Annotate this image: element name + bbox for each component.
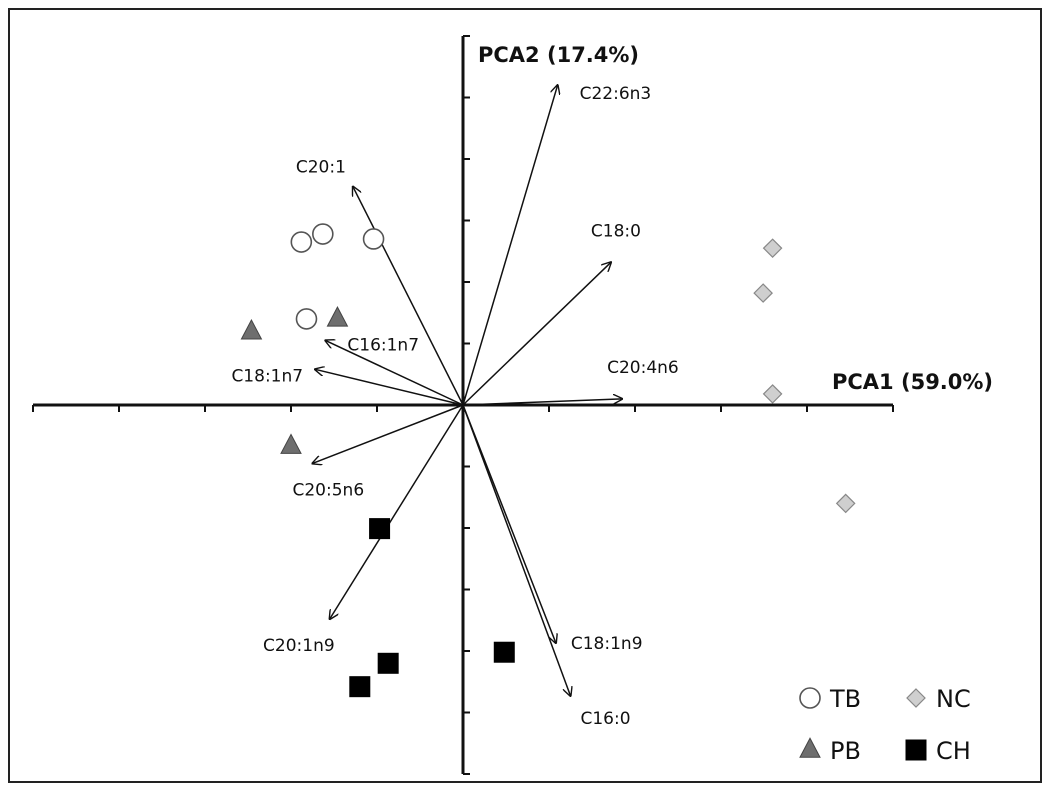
point-ch	[377, 652, 399, 674]
point-tb	[290, 231, 313, 253]
point-ch	[493, 641, 515, 663]
vector-arrow	[313, 404, 464, 463]
legend-label: CH	[936, 737, 971, 765]
legend-marker-ch	[905, 739, 927, 761]
legend-item-pb: PB	[799, 737, 861, 765]
vector-label: C18:1n7	[231, 366, 303, 386]
loading-vectors: C22:6n3 C20:1 C18:0 C16:1n7 C18:1n7 C20:4n6 C2…	[231, 84, 679, 729]
vector-label: C16:0	[581, 709, 631, 729]
vector-arrow	[353, 187, 464, 406]
legend-item-ch: CH	[905, 737, 971, 765]
vector-arrow	[462, 399, 622, 406]
point-nc	[835, 493, 856, 514]
vector-label: C20:5n6	[293, 480, 365, 500]
point-nc	[753, 283, 773, 303]
vector-c22-6n3: C22:6n3	[462, 84, 652, 406]
point-nc	[762, 238, 783, 259]
vector-arrow	[325, 340, 464, 406]
vector-c18-1n9: C18:1n9	[462, 404, 643, 654]
vector-arrow	[462, 262, 611, 406]
point-tb	[362, 228, 385, 250]
point-pb	[280, 433, 302, 454]
vector-label: C18:0	[591, 221, 641, 241]
score-points	[240, 223, 856, 698]
vector-c16-0: C16:0	[462, 404, 631, 729]
vector-arrow	[462, 404, 571, 696]
legend-label: TB	[829, 685, 861, 713]
vector-c20-1n9: C20:1n9	[263, 404, 464, 656]
legend-item-nc: NC	[906, 685, 971, 713]
y-axis-ticks	[463, 35, 470, 775]
vector-c20-4n6: C20:4n6	[462, 358, 679, 406]
axes-layer: PCA1 (59.0%) PCA2 (17.4%)	[32, 35, 993, 775]
point-tb	[312, 223, 334, 245]
vector-label: C16:1n7	[347, 335, 419, 355]
series-tb	[290, 223, 385, 330]
vector-label: C18:1n9	[571, 634, 643, 654]
vector-c18-1n7: C18:1n7	[231, 366, 464, 406]
point-pb	[240, 318, 263, 340]
point-ch	[349, 676, 371, 698]
vector-arrow	[330, 404, 464, 619]
vector-c16-1n7: C16:1n7	[325, 335, 464, 406]
legend-label: PB	[830, 737, 861, 765]
vector-c20-1: C20:1	[296, 158, 464, 406]
legend-label: NC	[936, 685, 971, 713]
vector-label: C22:6n3	[580, 84, 652, 104]
point-tb	[295, 308, 318, 330]
vector-arrow	[462, 85, 558, 406]
vector-label: C20:4n6	[607, 358, 679, 378]
vector-arrow	[462, 404, 556, 643]
point-ch	[369, 518, 391, 540]
point-pb	[326, 306, 349, 327]
legend: TB NC PB CH	[799, 685, 971, 765]
vector-label: C20:1n9	[263, 636, 335, 656]
x-axis-ticks	[32, 405, 894, 412]
vector-label: C20:1	[296, 158, 346, 178]
legend-marker-pb	[799, 737, 821, 758]
vector-c18-0: C18:0	[462, 221, 641, 406]
y-axis-title: PCA2 (17.4%)	[478, 43, 639, 67]
series-pb	[240, 306, 349, 454]
x-axis-title: PCA1 (59.0%)	[832, 370, 993, 394]
point-nc	[762, 384, 783, 404]
legend-item-tb: TB	[799, 685, 861, 713]
legend-marker-tb	[799, 687, 821, 709]
legend-marker-nc	[906, 688, 926, 708]
series-ch	[349, 518, 515, 698]
series-nc	[753, 238, 856, 514]
vector-c20-5n6: C20:5n6	[293, 404, 464, 500]
vector-arrow	[315, 369, 464, 406]
chart-frame	[8, 8, 1042, 783]
